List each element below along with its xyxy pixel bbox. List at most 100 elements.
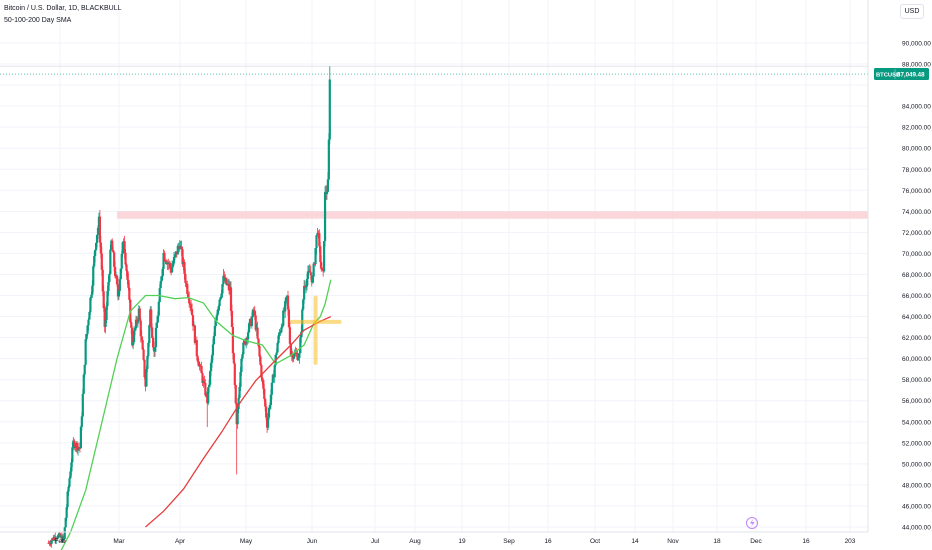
candle-body	[268, 405, 272, 408]
y-tick-label: 80,000.00	[902, 146, 931, 153]
candle-body	[58, 533, 62, 538]
candle-body	[124, 252, 127, 265]
candle-body	[279, 332, 282, 334]
candle-body	[139, 320, 142, 337]
candle-body	[241, 354, 244, 359]
price-tag-value: 87,049.48	[897, 71, 925, 78]
candle-body	[107, 281, 110, 292]
candle-body	[200, 365, 203, 374]
candle-body	[309, 272, 312, 276]
candle-body	[247, 332, 250, 340]
candle-body	[134, 319, 138, 329]
candle-body	[171, 263, 175, 267]
candle-body	[157, 301, 160, 316]
candle-body	[147, 342, 150, 356]
candle-body	[264, 398, 267, 407]
indicator-label[interactable]: 50-100-200 Day SMA	[4, 17, 72, 24]
candle-body	[265, 406, 268, 418]
y-tick-label: 56,000.00	[902, 398, 931, 405]
y-tick-label: 90,000.00	[902, 41, 931, 48]
candle-body	[238, 386, 241, 398]
y-tick-label: 64,000.00	[902, 314, 931, 321]
candle-body	[123, 241, 126, 253]
candle-body	[69, 471, 72, 479]
x-tick-label: Feb	[54, 538, 66, 545]
x-tick-label: 16	[544, 538, 552, 545]
x-tick-label: Dec	[750, 538, 762, 545]
candle-body	[92, 266, 95, 286]
candle-body	[240, 358, 243, 372]
candle-body	[125, 264, 128, 272]
candle-body	[109, 249, 112, 274]
y-tick-label: 62,000.00	[902, 335, 931, 342]
candle-body	[104, 320, 107, 327]
x-tick-label: 14	[631, 538, 639, 545]
candle-body	[180, 246, 183, 250]
candle-body	[216, 309, 219, 316]
candle-body	[95, 242, 98, 250]
candle-body	[117, 290, 120, 297]
candle-body	[218, 299, 221, 307]
candle-body	[257, 338, 260, 347]
candle-body	[266, 417, 270, 428]
candle-body	[195, 340, 198, 357]
candle-body	[100, 253, 103, 270]
candle-body	[98, 216, 101, 243]
candle-body	[154, 327, 158, 348]
candle-body	[191, 315, 195, 326]
candle-body	[106, 291, 109, 307]
y-tick-label: 70,000.00	[902, 251, 931, 258]
candles	[47, 66, 331, 548]
candle-body	[208, 384, 211, 388]
candle-body	[203, 380, 206, 384]
candle-body	[85, 334, 88, 340]
candle-body	[312, 263, 315, 277]
candle-body	[133, 330, 136, 343]
candle-body	[289, 343, 292, 355]
candle-body	[278, 333, 281, 336]
candle-body	[261, 377, 264, 381]
candle-body	[67, 486, 70, 492]
candle-body	[61, 536, 64, 542]
candle-body	[282, 310, 285, 326]
candle-body	[316, 232, 319, 236]
candle-body	[136, 320, 139, 323]
candle-body	[131, 327, 134, 346]
candle-body	[171, 266, 174, 273]
candle-body	[291, 353, 294, 360]
candle-body	[281, 325, 284, 328]
candle-body	[108, 273, 111, 282]
candle-body	[49, 543, 52, 545]
candle-body	[64, 517, 67, 528]
candle-body	[159, 281, 162, 289]
candle-body	[323, 241, 326, 272]
candle-body	[103, 308, 106, 327]
candle-body	[70, 462, 73, 472]
candle-body	[197, 361, 200, 367]
candle-body	[176, 245, 179, 255]
candle-body	[160, 276, 163, 282]
y-tick-label: 50,000.00	[902, 461, 931, 468]
candle-body	[304, 285, 307, 288]
candle-body	[65, 507, 68, 518]
candle-body	[164, 260, 167, 262]
candle-body	[50, 540, 53, 545]
candle-body	[247, 323, 251, 333]
candle-body	[152, 337, 155, 348]
resistance-zone-band	[117, 211, 868, 219]
candle-body	[287, 309, 291, 328]
currency-button[interactable]: USD	[900, 4, 924, 19]
candle-body	[220, 293, 223, 298]
candle-body	[151, 327, 154, 338]
candle-body	[236, 408, 239, 425]
candle-body	[105, 306, 108, 321]
y-tick-label: 44,000.00	[902, 525, 931, 532]
candle-body	[132, 342, 135, 346]
candle-body	[96, 227, 100, 235]
y-tick-label: 60,000.00	[902, 356, 931, 363]
candle-body	[325, 191, 329, 195]
candle-body	[210, 355, 214, 363]
